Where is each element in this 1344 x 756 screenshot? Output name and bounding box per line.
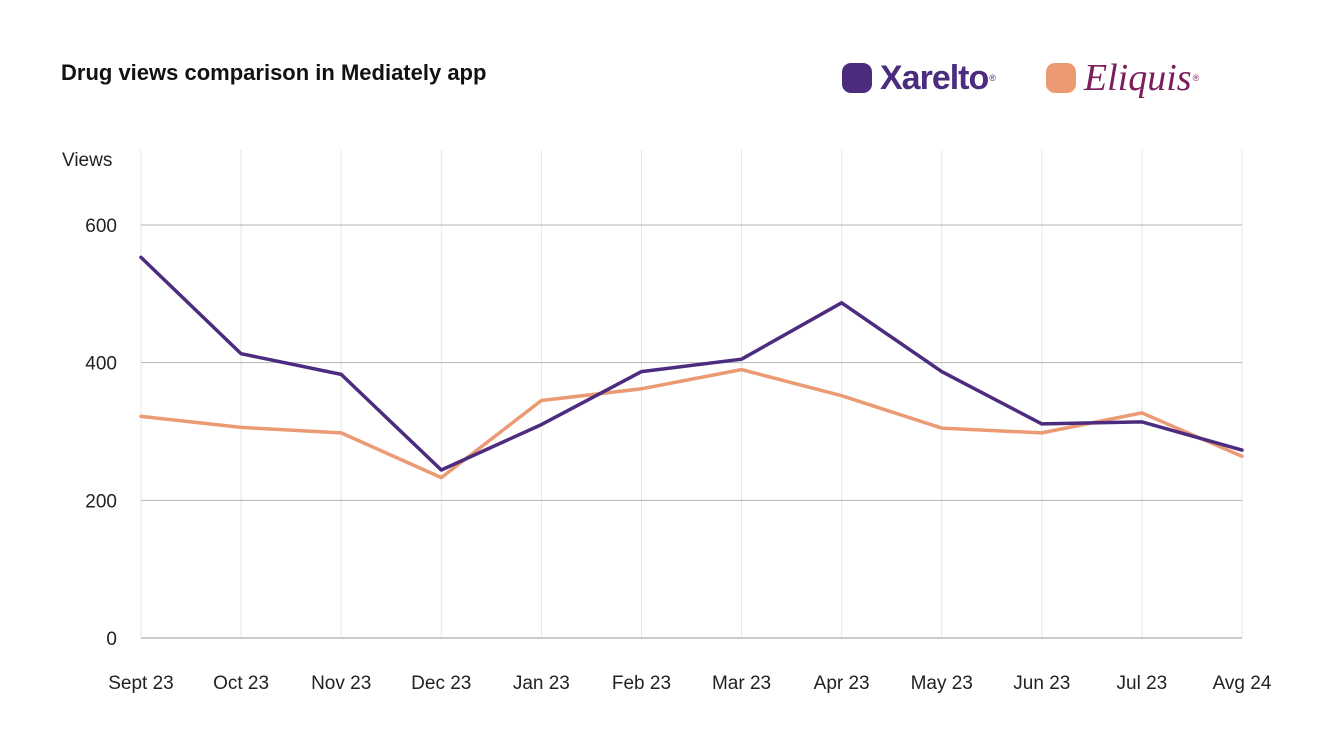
x-tick-label: Mar 23: [712, 673, 771, 694]
legend-label-eliquis: Eliquis: [1083, 57, 1192, 99]
x-tick-label: Jan 23: [513, 673, 570, 694]
x-tick-label: Avg 24: [1213, 673, 1272, 694]
legend-label-xarelto: Xarelto: [880, 58, 989, 97]
chart-legend: Xarelto ® Eliquis ®: [842, 56, 1249, 100]
grid-lines: [140, 150, 1243, 639]
y-tick-label: 400: [85, 354, 117, 375]
x-tick-label: May 23: [911, 673, 973, 694]
x-tick-label: Dec 23: [411, 673, 471, 694]
registered-mark: ®: [989, 73, 996, 83]
y-tick-label: 600: [85, 216, 117, 237]
series-line-eliquis: [139, 367, 1244, 480]
legend-swatch-xarelto: [842, 63, 872, 93]
x-tick-label: Oct 23: [213, 673, 269, 694]
x-tick-label: Jun 23: [1013, 673, 1070, 694]
legend-item-eliquis: Eliquis ®: [1045, 56, 1200, 100]
y-axis: 0 200 400 600: [85, 216, 117, 650]
registered-mark: ®: [1192, 73, 1200, 83]
x-tick-label: Feb 23: [612, 673, 671, 694]
legend-item-xarelto: Xarelto ®: [842, 59, 996, 98]
x-axis: Sept 23 Oct 23 Nov 23 Dec 23 Jan 23 Feb 23 Mar…: [108, 673, 1272, 694]
y-tick-label: 0: [106, 629, 117, 650]
y-tick-label: 200: [85, 491, 117, 512]
series-lines: [139, 255, 1244, 480]
chart-title: Drug views comparison in Mediately app: [61, 60, 487, 85]
x-tick-label: Apr 23: [814, 673, 870, 694]
x-tick-label: Nov 23: [311, 673, 371, 694]
series-line-xarelto: [139, 255, 1244, 472]
x-tick-label: Jul 23: [1117, 673, 1168, 694]
y-axis-label: Views: [62, 150, 112, 171]
legend-swatch-eliquis: [1045, 63, 1076, 93]
x-tick-label: Sept 23: [108, 673, 174, 694]
